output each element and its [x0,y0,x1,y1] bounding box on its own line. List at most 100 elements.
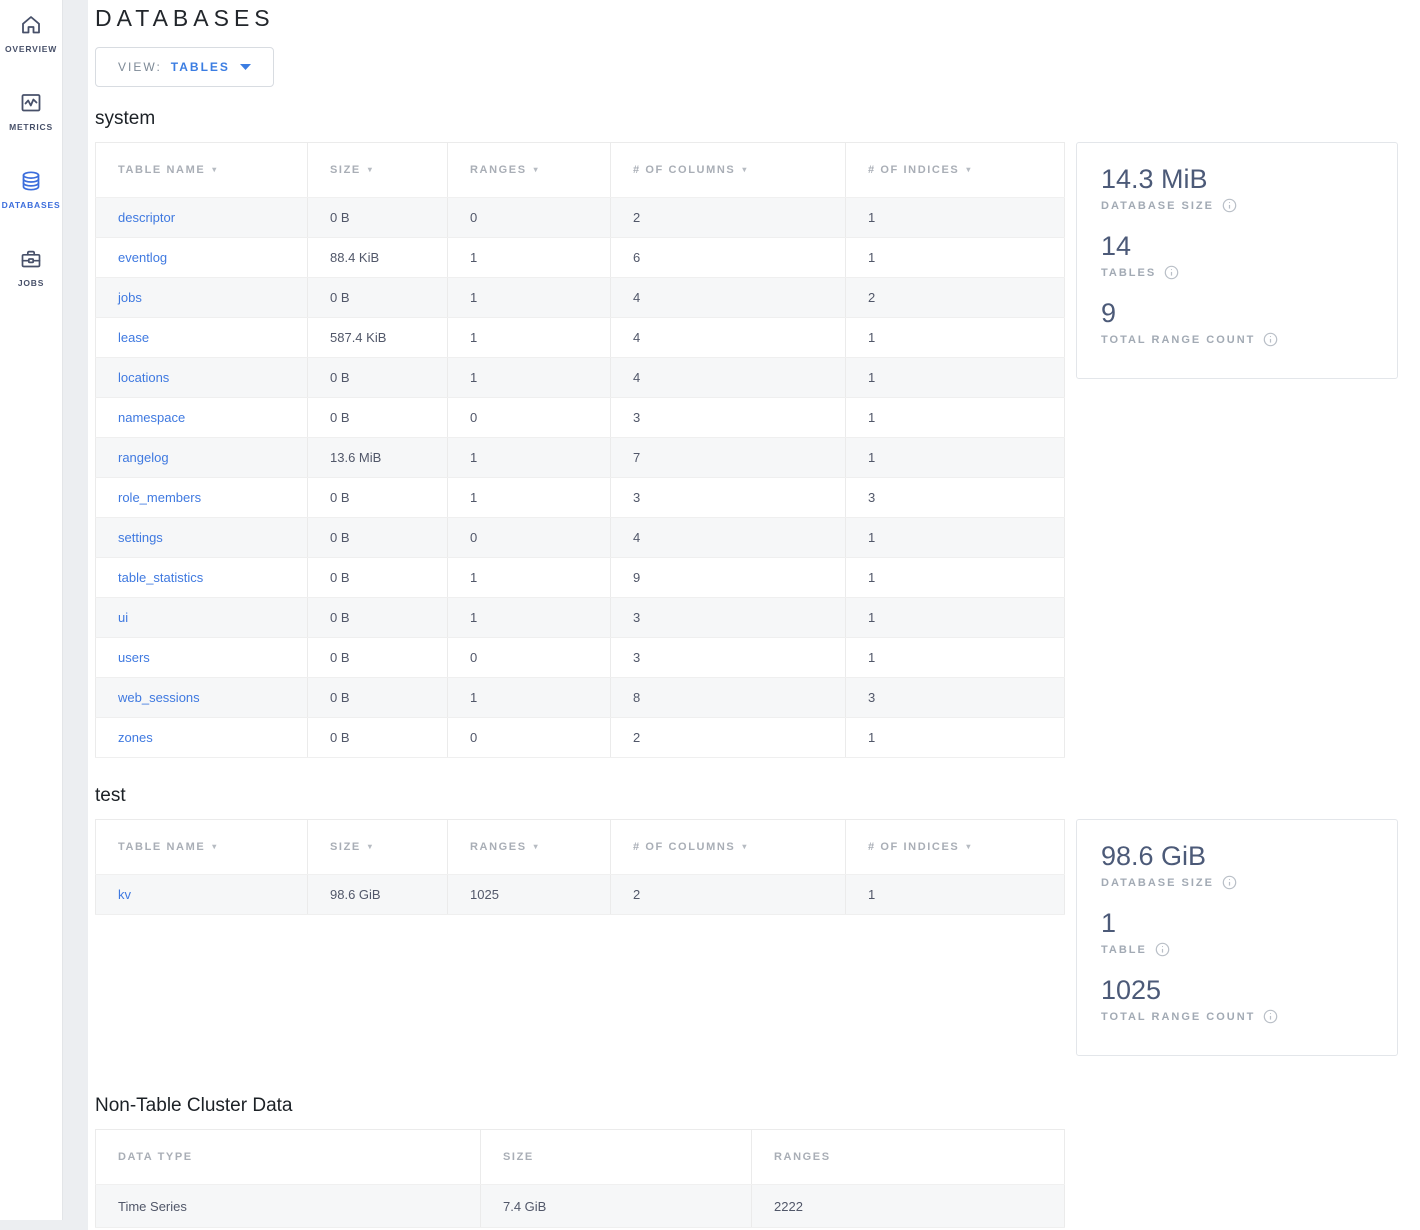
database-size-value: 14.3 MiB [1101,164,1208,194]
database-size-label: DATABASE SIZE [1101,199,1214,212]
sidebar-item-label: OVERVIEW [4,44,58,54]
column-header-of-columns[interactable]: # OF COLUMNS ▾ [610,819,846,875]
column-header-of-indices[interactable]: # OF INDICES ▾ [845,142,1065,198]
table-link-users[interactable]: users [118,650,150,665]
cell: 0 B [307,717,448,758]
cell: 0 B [307,677,448,718]
table-link-locations[interactable]: locations [118,370,170,385]
table-link-namespace[interactable]: namespace [118,410,186,425]
cell: 1 [447,357,611,398]
non-table-section-row: DATA TYPE SIZE RANGES Time Series 7.4 GiB 222… [95,1129,1420,1228]
cell: 0 B [307,637,448,678]
column-header-size[interactable]: SIZE ▾ [307,142,448,198]
table-link-descriptor[interactable]: descriptor [118,210,176,225]
sidebar-item-jobs[interactable]: JOBS [0,246,62,288]
range-count-value: 1025 [1101,975,1162,1005]
sidebar-item-overview[interactable]: OVERVIEW [0,12,62,54]
table-link-zones[interactable]: zones [118,730,153,745]
cell: lease [95,317,308,358]
info-icon[interactable] [1155,942,1170,957]
cell: eventlog [95,237,308,278]
view-prefix-label: VIEW: [118,60,162,74]
sidebar-item-metrics[interactable]: METRICS [0,90,62,132]
column-header-ranges[interactable]: RANGES ▾ [447,819,611,875]
cell: 1 [447,317,611,358]
table-link-jobs[interactable]: jobs [118,290,142,305]
database-section-title-system: system [95,108,156,129]
cell: namespace [95,397,308,438]
cell: 0 B [307,397,448,438]
briefcase-icon [21,250,41,268]
column-header-table-name[interactable]: TABLE NAME ▾ [95,142,308,198]
table-link-table-statistics[interactable]: table_statistics [118,570,204,585]
cell: 7.4 GiB [480,1184,752,1228]
info-icon[interactable] [1164,265,1179,280]
column-header-of-indices[interactable]: # OF INDICES ▾ [845,819,1065,875]
info-icon[interactable] [1222,198,1237,213]
database-size-label: DATABASE SIZE [1101,876,1214,889]
column-header-ranges[interactable]: RANGES ▾ [447,142,611,198]
cell: 4 [610,317,846,358]
cell: 1 [447,477,611,518]
table-row: Time Series 7.4 GiB 2222 [95,1184,1065,1228]
column-header-table-name[interactable]: TABLE NAME ▾ [95,819,308,875]
column-header-data-type: DATA TYPE [95,1129,481,1185]
column-header-size[interactable]: SIZE ▾ [307,819,448,875]
sidebar: OVERVIEW METRICS DATABASES JOBS [0,0,63,1220]
info-icon[interactable] [1222,875,1237,890]
cell: 0 B [307,277,448,318]
cell: 1025 [447,874,611,915]
non-table-section-title: Non-Table Cluster Data [95,1095,293,1116]
cell: 6 [610,237,846,278]
cell: 0 B [307,357,448,398]
cell: 1 [845,517,1065,558]
cell: zones [95,717,308,758]
table-link-rangelog[interactable]: rangelog [118,450,169,465]
table-link-lease[interactable]: lease [118,330,150,345]
cell: 3 [610,397,846,438]
tables-count-label: TABLES [1101,266,1157,279]
table-link-eventlog[interactable]: eventlog [118,250,168,265]
cell: rangelog [95,437,308,478]
metrics-chart-icon [21,94,41,112]
column-header-size: SIZE [480,1129,752,1185]
tables-count-value: 14 [1101,231,1132,261]
cell: 2222 [751,1184,1065,1228]
table-link-settings[interactable]: settings [118,530,163,545]
column-header-of-columns[interactable]: # OF COLUMNS ▾ [610,142,846,198]
system-section-row: TABLE NAME ▾ SIZE ▾ RANGES ▾ # OF COLUMNS ▾ # OF… [95,142,1420,758]
range-count-value: 9 [1101,298,1117,328]
table-link-ui[interactable]: ui [118,610,129,625]
table-row: eventlog 88.4 KiB 1 6 1 [95,237,1065,278]
sort-arrow-icon: ▾ [966,842,972,851]
cell: 98.6 GiB [307,874,448,915]
cell: 2 [610,874,846,915]
test-tables-table: TABLE NAME ▾ SIZE ▾ RANGES ▾ # OF COLUMNS ▾ # OF… [95,819,1065,915]
page-title: DATABASES [95,5,275,31]
table-link-kv[interactable]: kv [118,887,131,902]
cell: 0 [447,397,611,438]
cell: locations [95,357,308,398]
sort-arrow-icon: ▾ [212,842,218,851]
cell: 8 [610,677,846,718]
info-icon[interactable] [1263,1009,1278,1024]
table-link-role-members[interactable]: role_members [118,490,202,505]
cell: 1 [845,437,1065,478]
cell: 1 [447,237,611,278]
cell: 3 [610,477,846,518]
cell: 88.4 KiB [307,237,448,278]
view-dropdown[interactable]: VIEW: TABLES [95,47,274,87]
sidebar-item-databases[interactable]: DATABASES [0,168,62,210]
database-size-metric: 98.6 GiB DATABASE SIZE [1101,840,1373,890]
cell: 4 [610,357,846,398]
cell: 1 [447,557,611,598]
table-link-web-sessions[interactable]: web_sessions [118,690,200,705]
test-summary-card: 98.6 GiB DATABASE SIZE 1 TABLE [1076,819,1398,1056]
info-icon[interactable] [1263,332,1278,347]
